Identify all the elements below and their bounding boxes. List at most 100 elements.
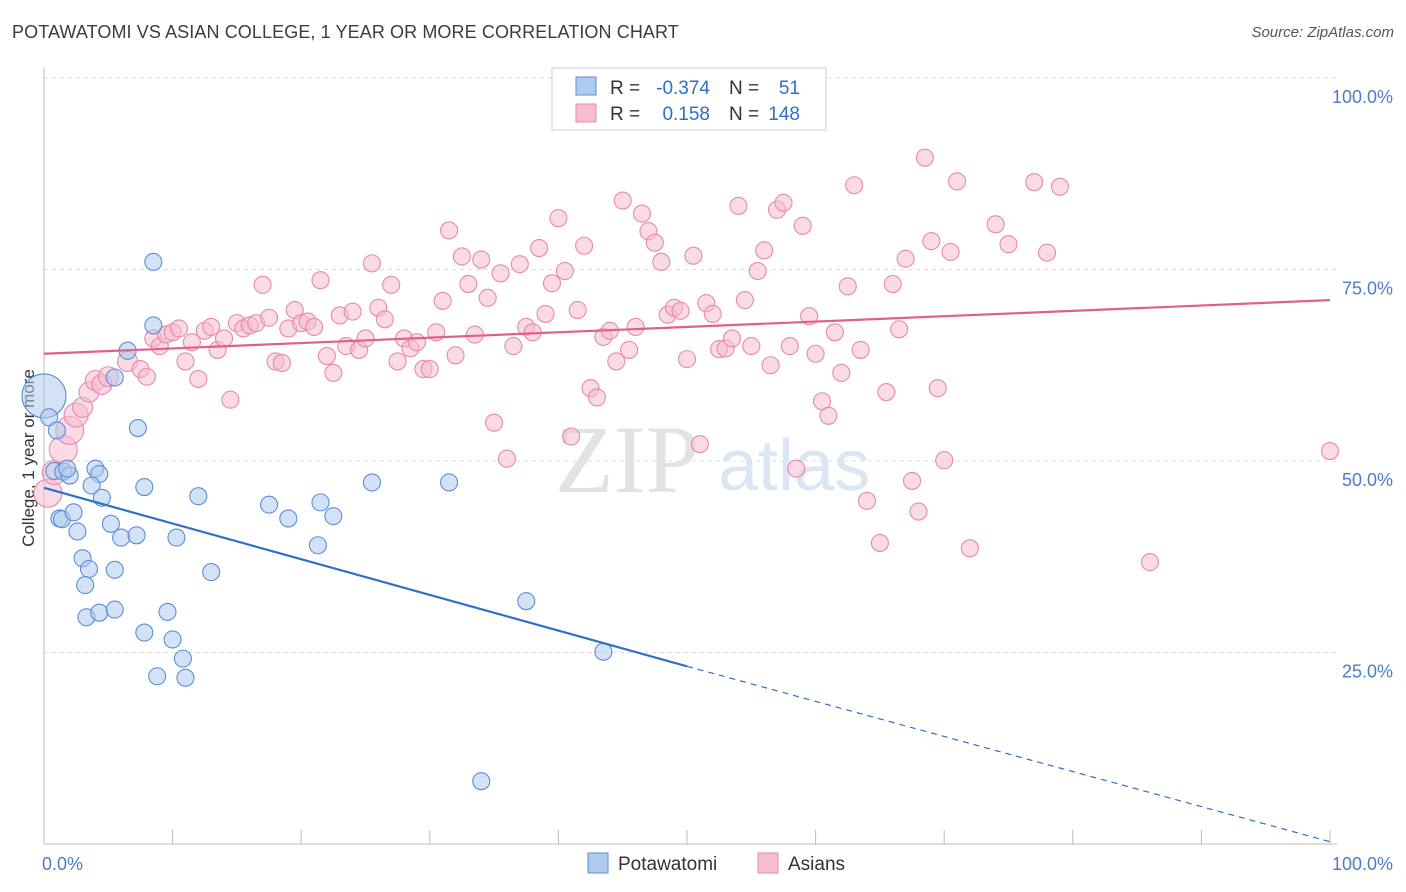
potawatomi-point-32 (90, 603, 109, 622)
asians-point-145 (1320, 441, 1340, 461)
asians-point-77 (555, 261, 574, 281)
asians-point-39 (311, 271, 330, 290)
asians-point-121 (838, 277, 857, 296)
potawatomi-point-40 (259, 495, 279, 514)
asians-point-82 (587, 388, 607, 407)
asians-point-38 (305, 317, 324, 337)
legend-swatch-potawatomi (575, 76, 597, 96)
legend-swatch-asians (575, 103, 597, 123)
asians-point-119 (825, 323, 844, 342)
watermark-zip: ZIP (555, 406, 699, 513)
potawatomi-trend-line (43, 486, 688, 668)
x-tick-label-max: 100.0% (1332, 854, 1393, 874)
asians-point-46 (356, 329, 375, 348)
asians-trend-line (43, 299, 1331, 355)
y-tick-label-75: 75.0% (1342, 279, 1393, 299)
potawatomi-point-13 (144, 252, 163, 271)
chart-title: POTAWATOMI VS ASIAN COLLEGE, 1 YEAR OR M… (12, 22, 679, 42)
asians-point-76 (549, 209, 568, 228)
asians-point-107 (748, 261, 767, 281)
asians-point-51 (388, 352, 407, 371)
potawatomi-point-30 (105, 560, 124, 579)
potawatomi-point-24 (167, 528, 186, 547)
asians-point-78 (562, 427, 581, 446)
asians-point-100 (703, 304, 722, 323)
asians-point-92 (652, 252, 671, 271)
y-tick-label-25: 25.0% (1342, 662, 1393, 682)
asians-point-64 (472, 250, 491, 269)
legend-r-label-2: R = (610, 104, 640, 125)
asians-point-136 (941, 242, 960, 261)
asians-point-88 (626, 317, 645, 337)
legend-r-label-1: R = (610, 78, 640, 99)
asians-point-59 (440, 221, 459, 240)
asians-point-79 (568, 301, 587, 320)
asians-point-139 (986, 215, 1005, 234)
asians-point-135 (935, 451, 954, 470)
asians-point-65 (478, 288, 497, 307)
asians-point-141 (1025, 173, 1044, 192)
potawatomi-point-37 (173, 649, 192, 668)
y-tick-label-50: 50.0% (1342, 470, 1393, 490)
asians-point-25 (221, 390, 240, 409)
potawatomi-point-23 (135, 477, 154, 497)
legend-r-value-2: 0.158 (662, 104, 710, 125)
asians-point-120 (832, 363, 851, 382)
series-potawatomi (21, 252, 613, 791)
asians-point-111 (774, 193, 793, 212)
potawatomi-point-21 (112, 528, 131, 547)
asians-point-86 (613, 191, 632, 210)
asians-point-91 (645, 233, 664, 252)
x-tick-label-min: 0.0% (42, 854, 83, 874)
source-label: Source: ZipAtlas.com (1251, 24, 1394, 41)
asians-point-60 (446, 346, 465, 365)
asians-point-122 (845, 176, 864, 195)
potawatomi-point-12 (128, 419, 147, 438)
asians-point-126 (877, 383, 896, 402)
potawatomi-point-6 (58, 459, 77, 478)
asians-point-140 (999, 235, 1018, 254)
asians-point-80 (575, 236, 594, 255)
asians-point-133 (922, 232, 941, 251)
trend-lines (43, 299, 1331, 843)
asians-point-95 (671, 301, 690, 320)
asians-point-61 (452, 247, 472, 266)
potawatomi-point-45 (362, 473, 381, 492)
series-legend: Potawatomi Asians (587, 852, 845, 875)
asians-point-69 (504, 337, 523, 356)
asians-point-33 (272, 353, 291, 373)
asians-point-113 (787, 459, 806, 478)
asians-point-137 (948, 172, 967, 191)
asians-point-40 (317, 347, 336, 366)
asians-point-97 (684, 246, 703, 265)
asians-point-31 (259, 308, 279, 327)
asians-point-66 (485, 413, 504, 432)
asians-point-125 (870, 533, 889, 553)
y-tick-label-100: 100.0% (1332, 87, 1393, 107)
asians-point-50 (382, 275, 401, 294)
asians-point-129 (896, 249, 915, 268)
bottom-legend-swatch-asians (757, 852, 779, 874)
asians-point-41 (324, 363, 343, 382)
asians-point-104 (729, 196, 748, 215)
asians-point-128 (890, 320, 909, 339)
asians-point-56 (420, 360, 439, 379)
potawatomi-point-26 (202, 563, 221, 582)
potawatomi-point-11 (105, 368, 124, 387)
potawatomi-point-46 (440, 473, 459, 492)
potawatomi-point-22 (127, 526, 146, 545)
potawatomi-point-34 (135, 623, 154, 642)
potawatomi-point-38 (148, 667, 167, 686)
asians-point-18 (176, 352, 195, 371)
asians-point-24 (214, 329, 234, 348)
asians-point-47 (362, 254, 381, 273)
asians-point-74 (536, 304, 555, 323)
asians-point-142 (1038, 243, 1057, 262)
asians-point-114 (793, 216, 812, 235)
asians-point-98 (690, 435, 709, 454)
potawatomi-point-41 (279, 509, 298, 528)
asians-point-12 (137, 367, 156, 386)
asians-point-20 (189, 369, 208, 389)
potawatomi-point-44 (324, 507, 343, 526)
